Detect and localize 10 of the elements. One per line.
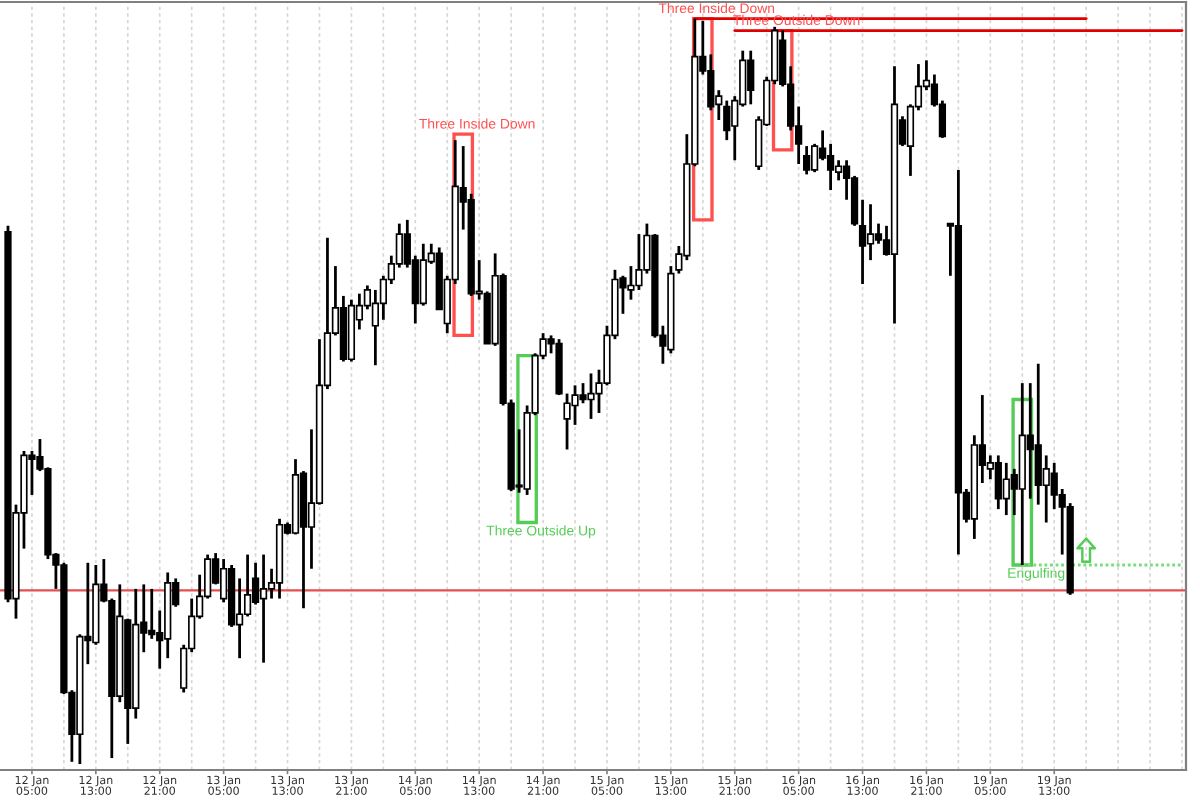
candlestick xyxy=(994,454,1002,511)
candlestick xyxy=(866,202,875,262)
candlestick xyxy=(587,372,595,421)
candlestick xyxy=(579,381,587,405)
candlestick xyxy=(259,553,268,665)
candlestick xyxy=(563,392,571,451)
candlestick xyxy=(1002,461,1010,517)
candlestick xyxy=(419,242,427,307)
candlestick xyxy=(747,49,755,106)
candlestick xyxy=(635,232,643,292)
